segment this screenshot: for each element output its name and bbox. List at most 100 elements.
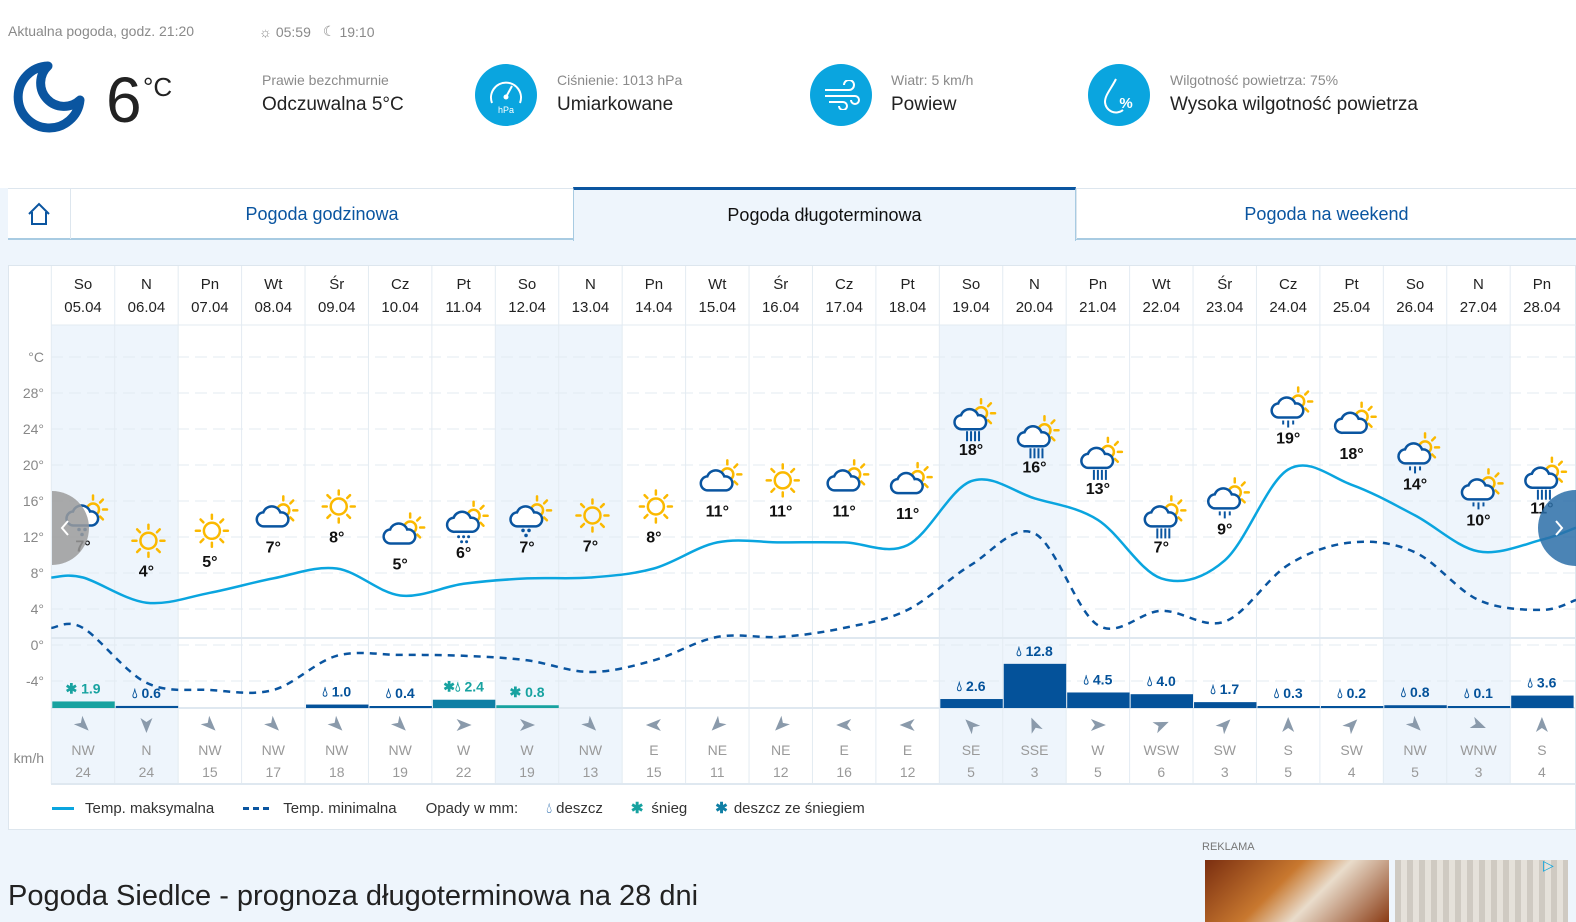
arrow-shape bbox=[1535, 717, 1548, 732]
sun-icon bbox=[773, 471, 792, 490]
weekend-shade bbox=[114, 325, 179, 708]
wind-unit-label: km/h bbox=[14, 750, 44, 766]
arrow-shape bbox=[899, 719, 915, 731]
arrow-shape bbox=[1090, 719, 1106, 731]
page-title: Pogoda Siedlce - prognoza długoterminowa… bbox=[8, 880, 699, 912]
sun-ray bbox=[1367, 422, 1373, 428]
sun-ray bbox=[986, 419, 993, 425]
precip-bar bbox=[1067, 692, 1130, 708]
sun-ray bbox=[923, 482, 929, 489]
sun-ray bbox=[1113, 440, 1120, 447]
ad-image-1[interactable] bbox=[1205, 860, 1389, 922]
day-of-week: Wt bbox=[264, 276, 283, 293]
day-of-week: Śr bbox=[1217, 275, 1232, 293]
precip-bar bbox=[1003, 663, 1067, 708]
sun-ray bbox=[1050, 419, 1056, 425]
tab-weekend[interactable]: Pogoda na weekend bbox=[1076, 189, 1576, 239]
wind-speed: 19 bbox=[519, 764, 535, 780]
precip-value: 💧︎ 0.3 bbox=[1274, 685, 1303, 701]
feels-like: Odczuwalna 5°C bbox=[262, 94, 404, 115]
cloud-icon bbox=[1143, 505, 1178, 528]
forecast-chart: °C 28° 24° 20° 16° 12° 8° 4° 0° -4° km/h So 05.04 N 06… bbox=[14, 266, 1576, 785]
wind-direction: NE bbox=[708, 742, 727, 758]
cloud-icon bbox=[1524, 466, 1559, 489]
wind-arrow-icon bbox=[836, 719, 852, 731]
tab-long-term[interactable]: Pogoda długoterminowa bbox=[573, 187, 1076, 241]
sun-ray bbox=[733, 480, 739, 486]
wind-direction: W bbox=[520, 742, 534, 758]
precip-value: 💧︎ 1.0 bbox=[322, 684, 351, 700]
legend-sleet: deszcz ze śniegiem bbox=[733, 799, 865, 817]
sun-ray bbox=[1430, 436, 1437, 442]
wind-direction: S bbox=[1537, 742, 1546, 758]
wind-arrow-icon bbox=[1215, 719, 1231, 735]
wind-speed: 5 bbox=[1284, 764, 1292, 780]
arrow-shape bbox=[1342, 719, 1358, 735]
wind-direction: SW bbox=[1213, 742, 1236, 758]
legend-rain: deszcz bbox=[556, 799, 603, 817]
day-temp-label: 11° bbox=[833, 503, 856, 520]
sun-ray bbox=[542, 516, 549, 522]
wind-arrow-icon bbox=[390, 715, 406, 731]
wind-direction: NW bbox=[71, 742, 95, 758]
sun-ray bbox=[923, 465, 929, 472]
sun-ray bbox=[1113, 457, 1120, 464]
arrow-shape bbox=[1282, 717, 1295, 732]
cloud-icon bbox=[1016, 425, 1051, 448]
wind-arrow-icon bbox=[1469, 716, 1486, 728]
wind-icon bbox=[810, 64, 872, 126]
sun-ray bbox=[345, 513, 352, 520]
sun-ray bbox=[326, 513, 332, 520]
sun-ray bbox=[415, 533, 422, 539]
ad-choices-icon[interactable]: ▷ bbox=[1543, 857, 1554, 873]
ad-image-2[interactable] bbox=[1395, 860, 1568, 922]
home-tab[interactable] bbox=[8, 189, 70, 239]
weekend-shade bbox=[939, 708, 1003, 784]
wind-speed: 3 bbox=[1221, 764, 1229, 780]
weekend-shade bbox=[939, 325, 1003, 708]
y-axis-unit: °C bbox=[28, 349, 44, 365]
wind-speed: 5 bbox=[967, 764, 975, 780]
arrow-shape bbox=[1469, 716, 1486, 728]
day-temp-label: 18° bbox=[1340, 446, 1364, 463]
sun-ray bbox=[135, 528, 142, 534]
current-weather-panel: Aktualna pogoda, godz. 21:20 ☼ 05:59 ☾ 19:… bbox=[0, 0, 1576, 188]
sunrise-time: 05:59 bbox=[275, 23, 311, 40]
precip-bar bbox=[432, 699, 496, 708]
wind-arrow-icon bbox=[711, 715, 727, 731]
wind-direction: NW bbox=[198, 742, 222, 758]
day-of-week: So bbox=[962, 276, 980, 293]
weather-icon-sun-cloud bbox=[889, 461, 933, 495]
sun-ray bbox=[542, 499, 549, 505]
date-label: 09.04 bbox=[318, 299, 356, 316]
legend-max: Temp. maksymalna bbox=[85, 799, 215, 817]
arrow-shape bbox=[520, 719, 536, 731]
day-temp-label: 5° bbox=[202, 554, 217, 571]
day-of-week: Śr bbox=[329, 275, 344, 293]
wind-direction: E bbox=[649, 742, 658, 758]
scroll-right-button[interactable] bbox=[1538, 490, 1576, 566]
cloud-icon bbox=[509, 505, 544, 528]
tab-hourly[interactable]: Pogoda godzinowa bbox=[70, 189, 573, 239]
wind-direction: SSE bbox=[1020, 742, 1048, 758]
chevron-right-icon bbox=[1555, 520, 1564, 536]
precip-value: ✱ 0.8 bbox=[509, 684, 544, 700]
cloud-icon bbox=[1333, 411, 1368, 435]
date-label: 05.04 bbox=[64, 299, 102, 316]
day-temp-label: 7° bbox=[266, 539, 281, 556]
chevron-left-icon bbox=[60, 520, 69, 536]
y-tick-label: 0° bbox=[31, 637, 44, 653]
scroll-left-button[interactable] bbox=[52, 491, 89, 565]
weather-icon-sun-cloud bbox=[699, 459, 743, 492]
date-label: 06.04 bbox=[128, 299, 166, 316]
precip-value: ✱💧︎ 2.4 bbox=[443, 679, 484, 695]
wind-speed: 6 bbox=[1157, 764, 1165, 780]
cloud-icon bbox=[1397, 442, 1432, 465]
sun-ray bbox=[155, 547, 162, 554]
sun-ray bbox=[789, 487, 796, 493]
sun-ray bbox=[1177, 499, 1183, 505]
date-label: 27.04 bbox=[1460, 299, 1498, 316]
cloud-icon bbox=[382, 522, 417, 545]
wind-arrow-icon bbox=[327, 715, 343, 731]
cloud-icon bbox=[1270, 396, 1305, 419]
